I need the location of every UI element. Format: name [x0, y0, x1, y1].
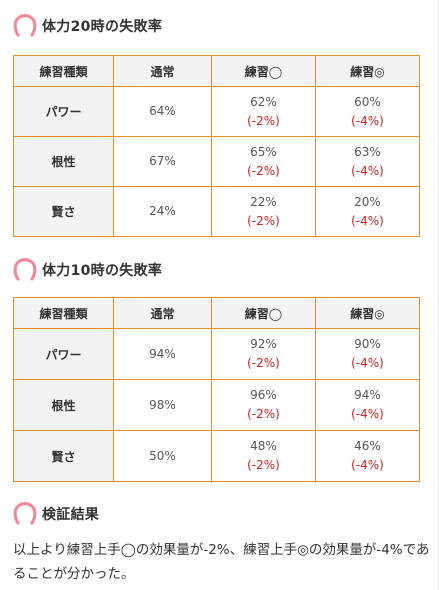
cell-good-value: 92% [250, 337, 277, 351]
row-type: 根性 [13, 136, 114, 187]
cell-great-value: 90% [354, 337, 381, 351]
header-good: 練習◯ [211, 55, 316, 87]
cell-great-value: 20% [354, 194, 381, 209]
table-row: 賢さ 24% 22% (-2%) 20% (-4%) [13, 186, 420, 237]
cell-normal: 64% [113, 86, 212, 137]
section-heading-2: 体力10時の失敗率 [12, 257, 162, 283]
cell-good-diff: (-2%) [247, 113, 280, 128]
cell-great-value: 94% [354, 388, 381, 402]
cell-good-diff: (-2%) [247, 458, 280, 472]
cell-normal: 50% [113, 430, 212, 482]
cell-good-value: 62% [250, 94, 277, 109]
horseshoe-icon [13, 502, 37, 525]
cell-normal: 98% [113, 379, 212, 431]
table-row: 根性 98% 96% (-2%) 94% (-4%) [13, 379, 420, 431]
table-row: 賢さ 50% 48% (-2%) 46% (-4%) [13, 430, 420, 482]
row-type: パワー [13, 328, 114, 380]
cell-normal: 67% [113, 136, 212, 187]
fail-rate-table-1: 練習種類 通常 練習◯ 練習◎ パワー 64% 62% (-2%) 60% (-… [13, 55, 420, 237]
header-good: 練習◯ [211, 297, 316, 329]
horseshoe-icon [13, 14, 37, 37]
cell-good: 62% (-2%) [211, 86, 316, 137]
cell-great-diff: (-4%) [351, 356, 384, 370]
cell-great-value: 60% [354, 94, 381, 109]
cell-good-diff: (-2%) [247, 213, 280, 228]
cell-great-diff: (-4%) [351, 163, 384, 178]
table-header-row: 練習種類 通常 練習◯ 練習◎ [13, 297, 420, 329]
section-title: 体力10時の失敗率 [42, 263, 163, 279]
conclusion-title: 検証結果 [42, 507, 100, 523]
cell-great: 63% (-4%) [315, 136, 420, 187]
table-row: パワー 64% 62% (-2%) 60% (-4%) [13, 86, 420, 137]
section-title: 体力20時の失敗率 [42, 19, 163, 35]
fail-rate-table-2: 練習種類 通常 練習◯ 練習◎ パワー 94% 92% (-2%) 90% (-… [13, 297, 420, 482]
row-type: パワー [13, 86, 114, 137]
cell-good-value: 22% [250, 194, 277, 209]
cell-great: 94% (-4%) [315, 379, 420, 431]
row-type: 賢さ [13, 430, 114, 482]
header-normal: 通常 [113, 55, 212, 87]
conclusion-heading: 検証結果 [12, 501, 99, 527]
cell-good: 96% (-2%) [211, 379, 316, 431]
cell-great: 20% (-4%) [315, 186, 420, 237]
cell-great-diff: (-4%) [351, 213, 384, 228]
header-great: 練習◎ [315, 297, 420, 329]
cell-great-diff: (-4%) [351, 407, 384, 421]
cell-normal: 24% [113, 186, 212, 237]
header-great: 練習◎ [315, 55, 420, 87]
cell-normal: 94% [113, 328, 212, 380]
header-training-type: 練習種類 [13, 55, 114, 87]
table-row: パワー 94% 92% (-2%) 90% (-4%) [13, 328, 420, 380]
horseshoe-icon [13, 258, 37, 281]
conclusion-text: 以上より練習上手◯の効果量が-2%、練習上手◎の効果量が-4%であることが分かっ… [13, 542, 430, 582]
cell-good: 48% (-2%) [211, 430, 316, 482]
cell-good-diff: (-2%) [247, 163, 280, 178]
header-normal: 通常 [113, 297, 212, 329]
cell-good-value: 96% [250, 388, 277, 402]
cell-great: 90% (-4%) [315, 328, 420, 380]
cell-good-value: 65% [250, 144, 277, 159]
header-training-type: 練習種類 [13, 297, 114, 329]
cell-good-diff: (-2%) [247, 407, 280, 421]
cell-good: 92% (-2%) [211, 328, 316, 380]
cell-great-diff: (-4%) [351, 113, 384, 128]
cell-great: 60% (-4%) [315, 86, 420, 137]
table-header-row: 練習種類 通常 練習◯ 練習◎ [13, 55, 420, 87]
row-type: 根性 [13, 379, 114, 431]
cell-good-value: 48% [250, 439, 277, 453]
cell-good: 65% (-2%) [211, 136, 316, 187]
cell-great-diff: (-4%) [351, 458, 384, 472]
cell-good-diff: (-2%) [247, 356, 280, 370]
cell-great-value: 46% [354, 439, 381, 453]
table-row: 根性 67% 65% (-2%) 63% (-4%) [13, 136, 420, 187]
cell-great: 46% (-4%) [315, 430, 420, 482]
row-type: 賢さ [13, 186, 114, 237]
cell-good: 22% (-2%) [211, 186, 316, 237]
cell-great-value: 63% [354, 144, 381, 159]
section-heading-1: 体力20時の失敗率 [12, 13, 162, 39]
